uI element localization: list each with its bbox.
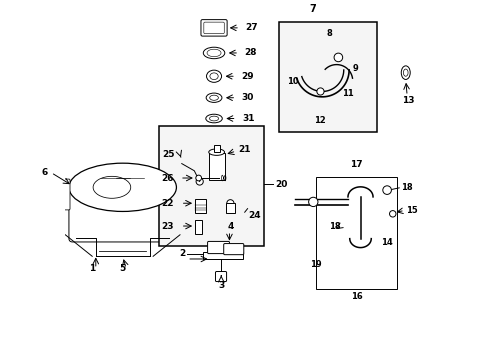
Circle shape [226, 200, 233, 207]
Bar [195, 220, 201, 234]
Text: 19: 19 [310, 260, 321, 269]
Text: 7: 7 [309, 4, 316, 14]
Ellipse shape [69, 163, 176, 211]
Text: 17: 17 [349, 160, 362, 169]
Text: 30: 30 [241, 93, 253, 102]
Circle shape [316, 88, 324, 95]
FancyBboxPatch shape [203, 22, 224, 33]
Text: 22: 22 [161, 199, 174, 208]
Ellipse shape [206, 93, 222, 102]
Text: 14: 14 [381, 238, 392, 247]
Text: 15: 15 [406, 206, 417, 215]
Bar [208, 153, 224, 180]
Text: 12: 12 [313, 116, 325, 125]
Text: 10: 10 [287, 77, 299, 86]
Ellipse shape [401, 66, 409, 80]
Ellipse shape [403, 69, 407, 76]
FancyBboxPatch shape [224, 244, 244, 255]
Text: 29: 29 [241, 72, 253, 81]
Bar [225, 203, 234, 213]
Ellipse shape [209, 116, 218, 121]
Bar [195, 199, 205, 213]
FancyBboxPatch shape [53, 179, 70, 210]
Ellipse shape [93, 176, 130, 198]
Text: 1: 1 [89, 264, 95, 273]
Circle shape [333, 53, 342, 62]
Circle shape [195, 175, 201, 181]
Ellipse shape [203, 47, 224, 59]
Ellipse shape [208, 149, 224, 156]
Ellipse shape [209, 73, 218, 80]
Text: 20: 20 [274, 180, 287, 189]
Text: 9: 9 [352, 64, 358, 73]
FancyBboxPatch shape [69, 191, 176, 242]
Text: 13: 13 [401, 96, 413, 105]
FancyBboxPatch shape [207, 242, 229, 253]
Text: 3: 3 [218, 282, 224, 291]
Text: 8: 8 [326, 29, 332, 38]
Circle shape [196, 178, 203, 185]
Text: 24: 24 [248, 211, 261, 220]
Text: 18: 18 [400, 183, 411, 192]
Circle shape [382, 186, 390, 194]
Text: 26: 26 [161, 174, 174, 183]
Text: 6: 6 [41, 168, 47, 177]
Text: 31: 31 [242, 114, 254, 123]
FancyBboxPatch shape [201, 20, 226, 36]
Circle shape [389, 211, 395, 217]
Ellipse shape [206, 49, 221, 57]
FancyBboxPatch shape [215, 271, 226, 282]
Text: 4: 4 [227, 221, 234, 230]
Bar [213, 145, 219, 152]
Text: 25: 25 [162, 150, 174, 159]
Ellipse shape [209, 95, 218, 100]
Text: 21: 21 [238, 145, 250, 154]
Ellipse shape [205, 114, 222, 123]
Text: 27: 27 [245, 23, 258, 32]
Text: 5: 5 [119, 264, 125, 273]
Text: 16: 16 [350, 292, 362, 301]
Bar [278, 22, 376, 132]
Text: 2: 2 [179, 249, 185, 258]
Bar [158, 126, 264, 247]
Text: 11: 11 [341, 89, 353, 98]
Text: 28: 28 [244, 49, 257, 58]
Text: 23: 23 [161, 221, 174, 230]
Bar [316, 176, 396, 289]
Ellipse shape [206, 70, 221, 82]
Circle shape [308, 197, 317, 207]
Text: 18: 18 [328, 222, 340, 231]
